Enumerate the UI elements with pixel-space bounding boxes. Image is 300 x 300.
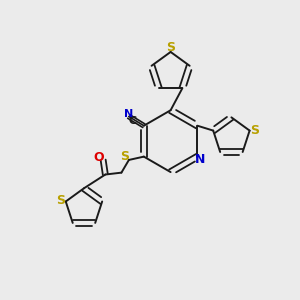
Text: S: S	[166, 41, 175, 54]
Text: S: S	[121, 150, 130, 163]
Text: C: C	[128, 116, 136, 126]
Text: O: O	[94, 151, 104, 164]
Text: N: N	[195, 153, 206, 166]
Text: S: S	[250, 124, 259, 137]
Text: S: S	[56, 194, 65, 206]
Text: N: N	[124, 109, 133, 118]
